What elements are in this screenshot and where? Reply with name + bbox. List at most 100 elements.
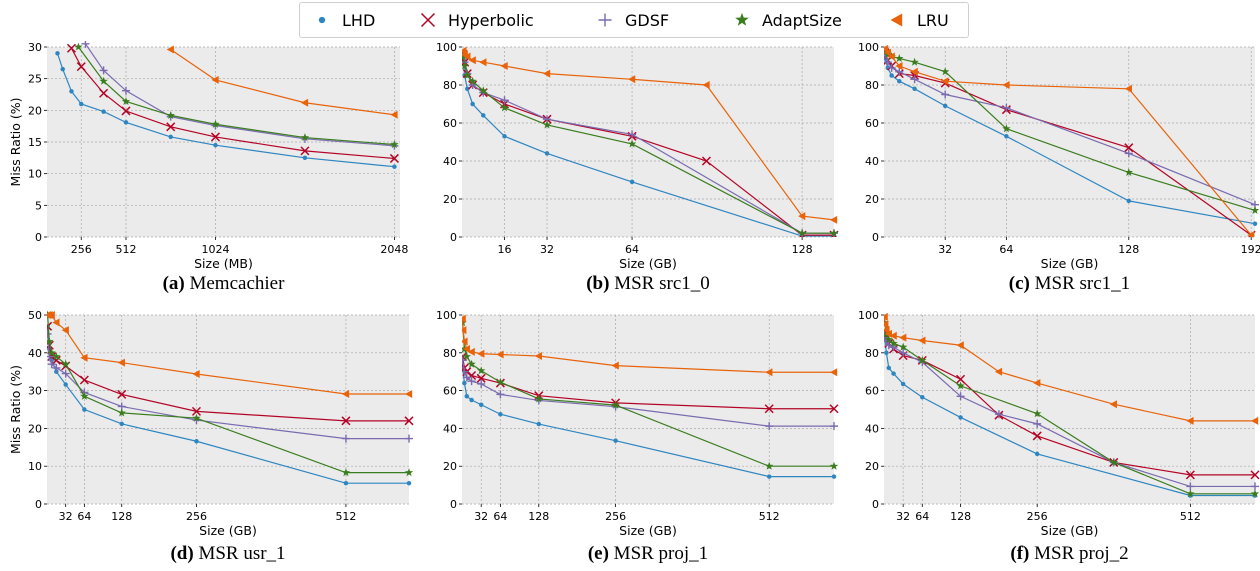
legend-marker xyxy=(735,12,749,26)
panel-e: 0 20 40 60 80 100 32 64 128 256 512 Size (GB) (e) MS… xyxy=(436,309,839,564)
data-point xyxy=(910,57,919,66)
data-point xyxy=(912,86,917,92)
ytick-label: 30 xyxy=(28,385,42,398)
legend-marker xyxy=(890,13,903,27)
data-point xyxy=(920,394,925,400)
data-point xyxy=(899,348,908,357)
data-point xyxy=(628,130,637,139)
series-lru xyxy=(462,46,838,224)
data-point xyxy=(69,89,74,94)
x-axis-label: Size (GB) xyxy=(199,523,257,538)
data-point xyxy=(55,51,60,56)
data-point xyxy=(119,421,124,427)
data-point xyxy=(766,474,772,479)
xtick-label: 192 xyxy=(1241,243,1260,256)
data-point xyxy=(99,76,108,85)
legend-box: LHD Hyperbolic GDSF AdaptSize LRU xyxy=(299,2,969,38)
ytick-label: 0 xyxy=(35,498,42,511)
data-point xyxy=(389,153,399,163)
series-lhd xyxy=(55,51,397,169)
panel-title: MSR src1_1 xyxy=(1035,273,1131,294)
y-axis-label: Miss Ratio (%) xyxy=(8,365,23,454)
ytick-label: 20 xyxy=(865,460,879,473)
data-point xyxy=(52,363,61,372)
data-point xyxy=(463,52,471,61)
plot-background xyxy=(884,315,1255,504)
data-point xyxy=(61,359,70,368)
data-point xyxy=(123,120,129,125)
panel-caption: (e) MSR proj_1 xyxy=(588,543,708,564)
data-point xyxy=(121,97,131,106)
series-hyperbolic xyxy=(47,321,414,426)
panel-f: 0 20 40 60 80 100 32 64 128 256 512 Size (GB) (f) MS… xyxy=(858,309,1260,564)
data-point xyxy=(61,326,69,335)
data-point xyxy=(1124,149,1133,158)
series-lhd xyxy=(884,56,1258,226)
series-lru xyxy=(884,44,1255,237)
data-point xyxy=(1124,168,1133,176)
data-point xyxy=(898,342,908,351)
legend-label: GDSF xyxy=(625,11,669,30)
ytick-label: 40 xyxy=(865,422,879,435)
data-point xyxy=(887,52,895,61)
data-point xyxy=(194,439,199,444)
panel-title: MSR usr_1 xyxy=(198,543,285,564)
data-point xyxy=(500,62,508,70)
data-point xyxy=(1126,198,1132,204)
data-point xyxy=(628,75,636,84)
series-line xyxy=(47,314,409,474)
data-point xyxy=(117,408,126,417)
series-line xyxy=(170,49,395,116)
legend-entry-gdsf: GDSF xyxy=(598,11,669,30)
data-point xyxy=(500,96,509,105)
data-point xyxy=(627,139,637,148)
legend-marker xyxy=(318,16,326,24)
data-point xyxy=(61,369,70,378)
legend: LHD Hyperbolic GDSF AdaptSize LRU xyxy=(318,11,949,30)
data-point xyxy=(467,347,475,356)
data-point xyxy=(462,356,467,365)
data-point xyxy=(47,321,53,331)
data-point xyxy=(956,392,965,401)
data-point xyxy=(765,461,774,470)
panel-caption: (a) Memcachier xyxy=(163,273,286,294)
data-point xyxy=(1186,416,1194,425)
data-point xyxy=(465,86,470,92)
data-point xyxy=(544,151,550,156)
legend-marker xyxy=(598,13,612,27)
data-point xyxy=(889,331,897,340)
xtick-label: 64 xyxy=(625,243,639,256)
plot-background xyxy=(462,315,834,504)
legend-label: Hyperbolic xyxy=(448,11,534,30)
ytick-label: 20 xyxy=(865,193,879,206)
data-point xyxy=(47,340,54,350)
data-point xyxy=(101,109,106,114)
data-point xyxy=(1252,221,1258,226)
data-point xyxy=(406,480,412,486)
data-point xyxy=(191,406,202,416)
series-group xyxy=(462,46,839,237)
data-point xyxy=(897,78,902,84)
data-point xyxy=(463,71,472,80)
ytick-label: 5 xyxy=(35,199,42,212)
data-point xyxy=(47,311,55,319)
ytick-label: 10 xyxy=(28,460,42,473)
ytick-label: 0 xyxy=(450,231,457,244)
legend-entry-adaptsize: AdaptSize xyxy=(735,11,842,30)
ytick-label: 0 xyxy=(450,498,457,511)
data-point xyxy=(798,212,806,221)
xtick-label: 16 xyxy=(498,243,512,256)
xtick-label: 64 xyxy=(999,243,1013,256)
xtick-label: 128 xyxy=(950,510,971,523)
data-point xyxy=(496,350,504,359)
data-point xyxy=(830,215,838,224)
series-lru xyxy=(166,45,398,119)
legend-label: AdaptSize xyxy=(762,11,842,30)
data-point xyxy=(884,58,892,67)
data-point xyxy=(613,438,618,443)
series-group xyxy=(884,44,1260,237)
data-point xyxy=(956,381,965,390)
data-point xyxy=(629,179,635,185)
plot-background xyxy=(884,47,1255,237)
ytick-label: 0 xyxy=(872,231,879,244)
